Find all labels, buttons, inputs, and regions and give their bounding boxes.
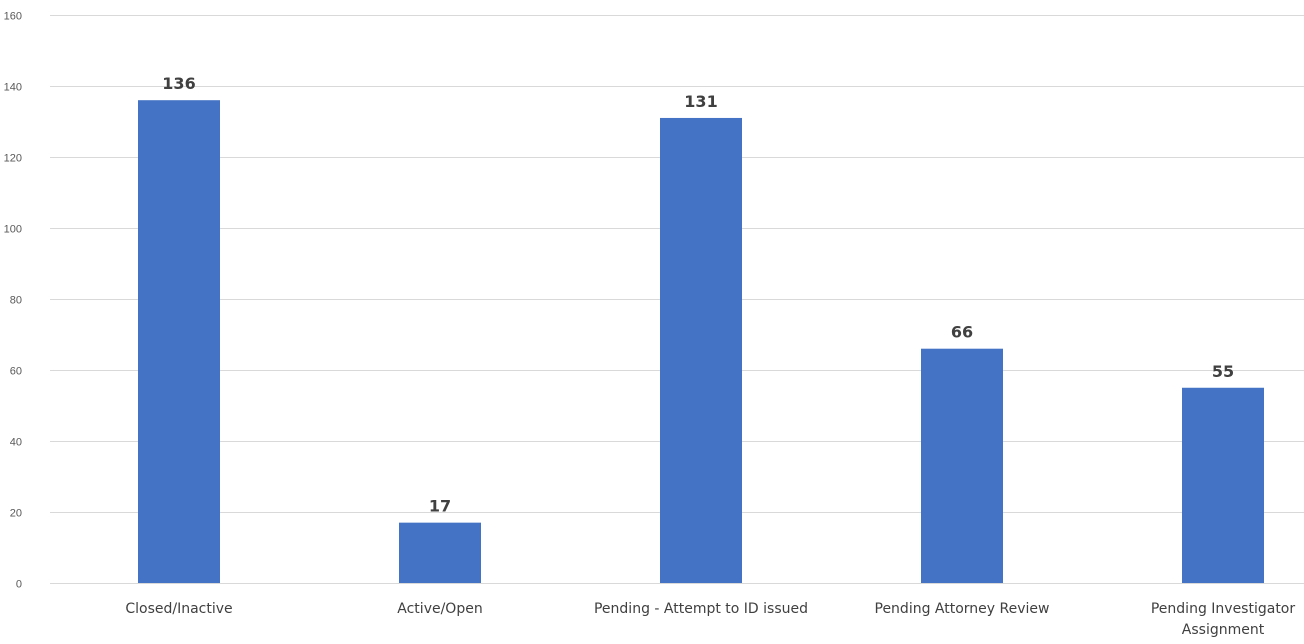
bar [138,100,220,583]
y-tick-label: 140 [4,82,22,94]
category-label: Pending Attorney Review [875,601,1050,617]
y-tick-label: 160 [4,11,22,23]
category-label: Active/Open [397,601,482,617]
category-label: Pending Investigator [1151,601,1296,617]
y-axis-tick-labels: 0 20 40 60 80 100 120 140 160 [4,11,22,591]
y-tick-label: 80 [10,295,22,307]
bar [399,522,481,583]
y-tick-label: 60 [10,366,22,378]
data-labels: 136 17 131 66 55 [162,74,1234,515]
bar [660,117,742,583]
data-label: 136 [162,74,195,93]
bar [921,348,1003,583]
category-labels: Closed/Inactive Active/Open Pending - Atte… [125,601,1295,638]
y-tick-label: 100 [4,224,22,236]
category-label: Assignment [1182,622,1265,638]
data-label: 55 [1212,362,1234,381]
y-tick-label: 40 [10,437,22,449]
category-label: Closed/Inactive [125,601,232,617]
data-label: 66 [951,323,973,342]
bars [138,100,1264,583]
data-label: 17 [429,497,451,516]
category-label: Pending - Attempt to ID issued [594,601,808,617]
bar [1182,387,1264,583]
y-tick-label: 20 [10,508,22,520]
y-tick-label: 0 [16,579,22,591]
data-label: 131 [684,92,717,111]
y-tick-label: 120 [4,153,22,165]
